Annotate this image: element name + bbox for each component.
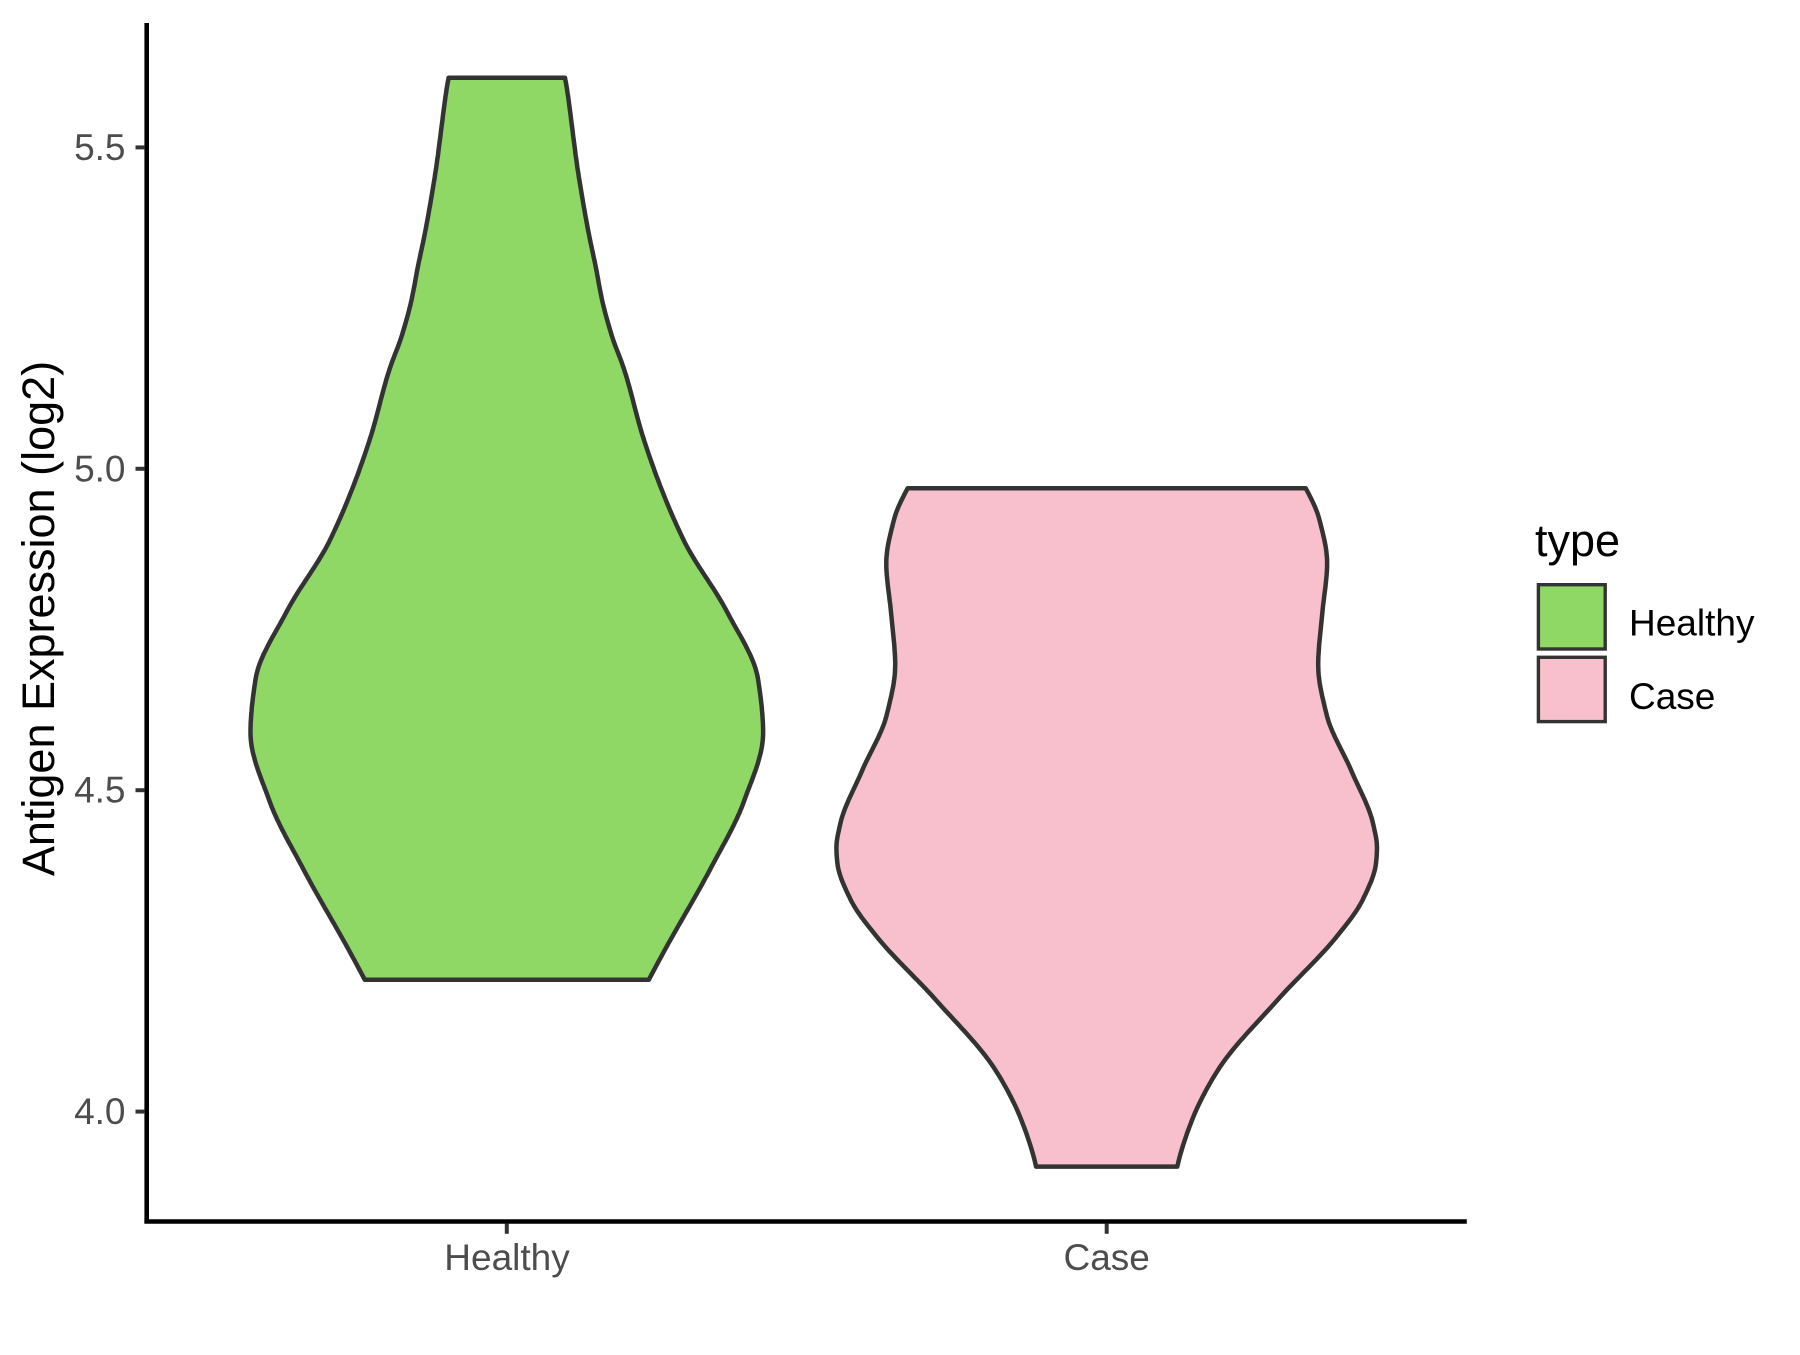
svg-text:5.0: 5.0 bbox=[74, 448, 125, 489]
svg-text:5.5: 5.5 bbox=[74, 127, 125, 168]
svg-text:Case: Case bbox=[1064, 1237, 1150, 1278]
svg-text:Case: Case bbox=[1629, 676, 1715, 717]
svg-text:Healthy: Healthy bbox=[1629, 603, 1755, 644]
svg-text:Healthy: Healthy bbox=[444, 1237, 570, 1278]
svg-text:Antigen Expression (log2): Antigen Expression (log2) bbox=[13, 361, 64, 876]
svg-text:type: type bbox=[1535, 515, 1620, 566]
svg-text:4.5: 4.5 bbox=[74, 770, 125, 811]
svg-text:4.0: 4.0 bbox=[74, 1091, 125, 1132]
